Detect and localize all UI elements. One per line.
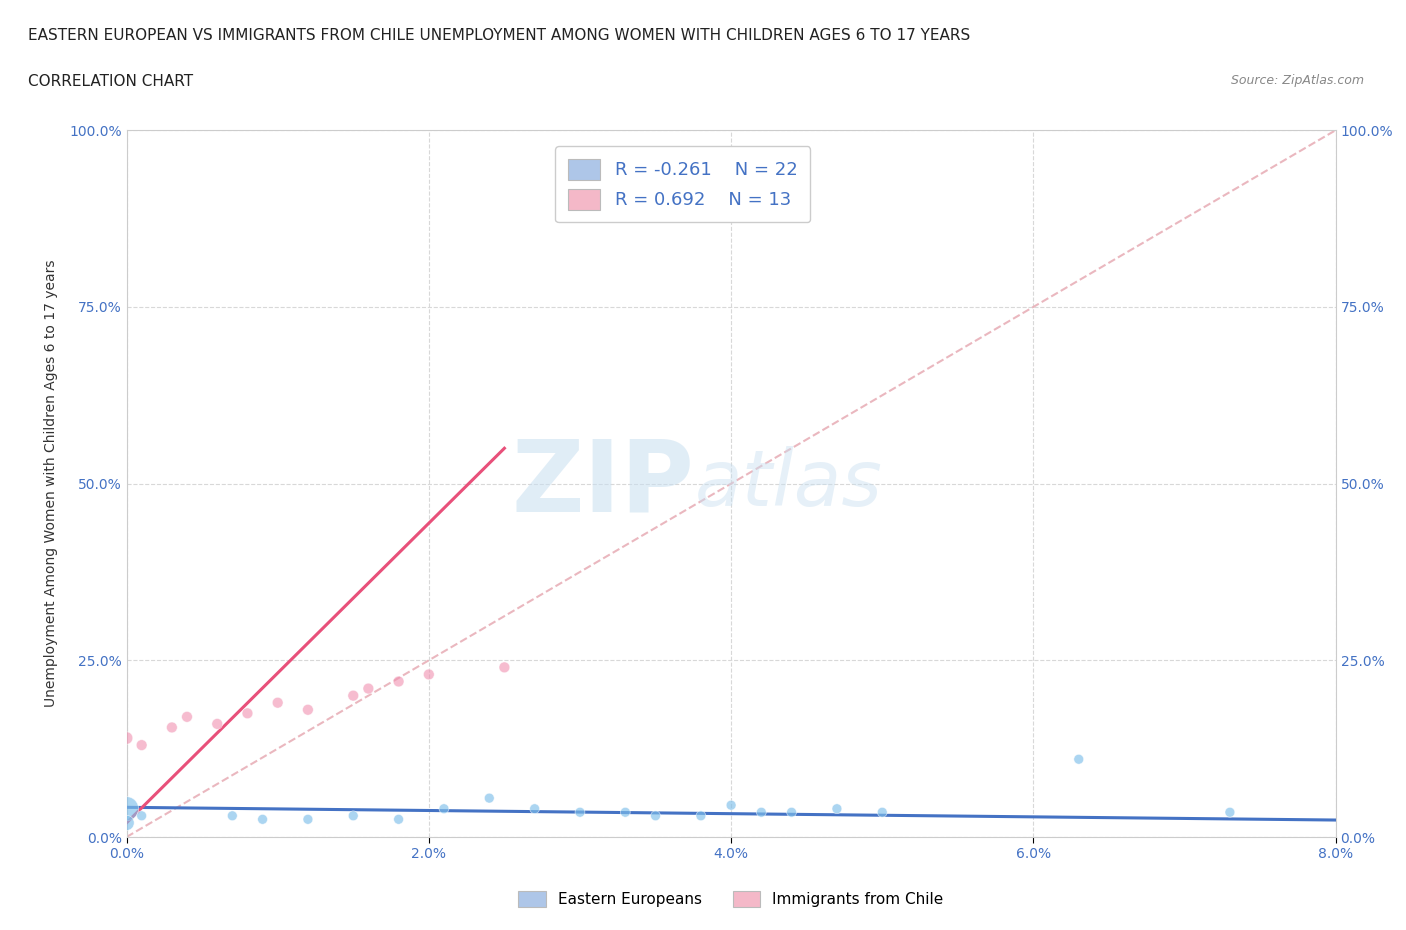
Point	[131, 808, 153, 823]
Point	[297, 702, 319, 717]
Point	[357, 681, 380, 696]
Point	[342, 688, 364, 703]
Point	[418, 667, 440, 682]
Text: EASTERN EUROPEAN VS IMMIGRANTS FROM CHILE UNEMPLOYMENT AMONG WOMEN WITH CHILDREN: EASTERN EUROPEAN VS IMMIGRANTS FROM CHIL…	[28, 28, 970, 43]
Point	[494, 660, 516, 675]
Legend: Eastern Europeans, Immigrants from Chile: Eastern Europeans, Immigrants from Chile	[512, 884, 950, 913]
Point	[297, 812, 319, 827]
Point	[236, 706, 259, 721]
Point	[614, 804, 637, 819]
Point	[568, 804, 592, 819]
Text: Source: ZipAtlas.com: Source: ZipAtlas.com	[1230, 74, 1364, 87]
Point	[131, 737, 153, 752]
Point	[478, 790, 501, 805]
Point	[872, 804, 894, 819]
Point	[433, 802, 456, 817]
Point	[388, 812, 411, 827]
Legend: R = -0.261    N = 22, R = 0.692    N = 13: R = -0.261 N = 22, R = 0.692 N = 13	[555, 146, 810, 222]
Point	[115, 802, 138, 817]
Point	[221, 808, 243, 823]
Point	[267, 696, 290, 711]
Text: atlas: atlas	[695, 445, 883, 522]
Point	[252, 812, 274, 827]
Text: CORRELATION CHART: CORRELATION CHART	[28, 74, 193, 89]
Point	[115, 731, 138, 746]
Point	[825, 802, 848, 817]
Point	[720, 798, 742, 813]
Point	[205, 716, 228, 731]
Point	[115, 816, 138, 830]
Y-axis label: Unemployment Among Women with Children Ages 6 to 17 years: Unemployment Among Women with Children A…	[44, 259, 58, 708]
Point	[342, 808, 364, 823]
Point	[160, 720, 183, 735]
Point	[176, 710, 198, 724]
Point	[780, 804, 803, 819]
Point	[751, 804, 773, 819]
Point	[644, 808, 666, 823]
Point	[1067, 751, 1090, 766]
Point	[388, 674, 411, 689]
Point	[1219, 804, 1241, 819]
Text: ZIP: ZIP	[512, 435, 695, 532]
Point	[689, 808, 711, 823]
Point	[523, 802, 546, 817]
